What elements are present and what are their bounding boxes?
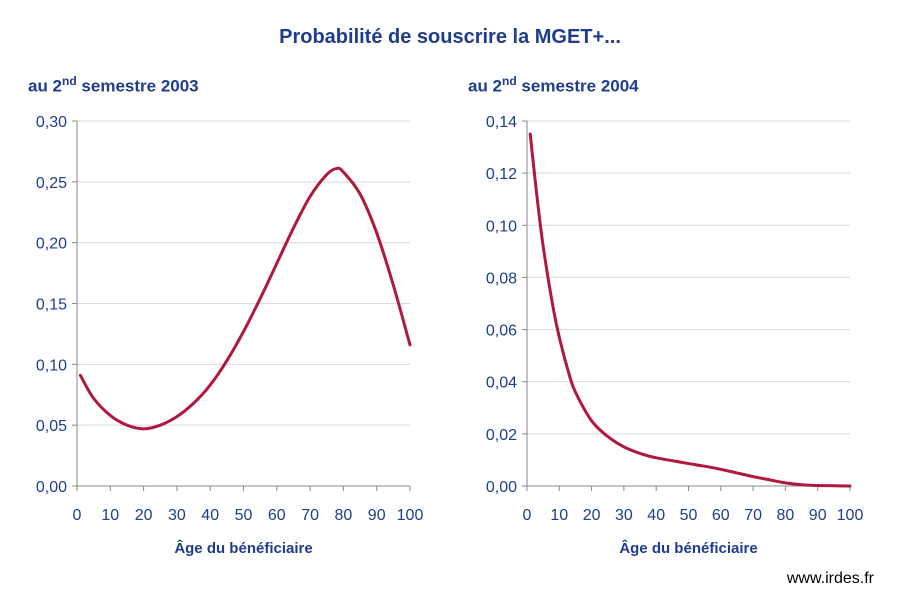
y-tick-label: 0,08 <box>486 270 517 287</box>
x-tick-label: 90 <box>809 507 827 524</box>
panel-title-2004: au 2nd semestre 2004 <box>468 74 639 96</box>
x-axis-title: Âge du bénéficiaire <box>619 539 757 557</box>
x-tick-label: 50 <box>680 507 698 524</box>
x-tick-label: 80 <box>777 507 795 524</box>
x-tick-label: 40 <box>201 507 219 524</box>
x-tick-label: 0 <box>73 507 82 524</box>
x-tick-label: 10 <box>550 507 568 524</box>
x-tick-label: 50 <box>235 507 253 524</box>
source-credit: www.irdes.fr <box>786 570 874 587</box>
series-line <box>78 166 412 431</box>
chart-main-title: Probabilité de souscrire la MGET+... <box>279 26 621 48</box>
y-tick-label: 0,00 <box>486 479 517 496</box>
x-tick-label: 100 <box>837 507 864 524</box>
x-tick-label: 70 <box>744 507 762 524</box>
y-tick-label: 0,04 <box>486 375 517 392</box>
x-tick-label: 70 <box>301 507 319 524</box>
x-tick-label: 90 <box>368 507 386 524</box>
y-tick-label: 0,10 <box>486 218 517 235</box>
x-tick-label: 60 <box>712 507 730 524</box>
series-line <box>528 132 852 488</box>
x-tick-label: 10 <box>101 507 119 524</box>
x-tick-label: 40 <box>647 507 665 524</box>
y-tick-label: 0,15 <box>36 297 67 314</box>
x-tick-label: 20 <box>583 507 601 524</box>
chart-panel-2004: 0,00 0,02 0,04 0,06 0,08 0,10 0,12 0,14 0 10 20 30 4… <box>486 114 864 557</box>
y-tick-label: 0,25 <box>36 175 67 192</box>
x-tick-label: 20 <box>135 507 153 524</box>
y-tick-label: 0,05 <box>36 418 67 435</box>
x-tick-label: 30 <box>615 507 633 524</box>
x-tick-label: 100 <box>397 507 424 524</box>
y-tick-label: 0,14 <box>486 114 517 131</box>
x-axis-title: Âge du bénéficiaire <box>174 539 312 557</box>
y-tick-label: 0,12 <box>486 166 517 183</box>
chart-panel-2003: 0,00 0,05 0,10 0,15 0,20 0,25 0,30 0 10 20 30 40 50 6… <box>36 114 424 557</box>
y-tick-label: 0,30 <box>36 114 67 131</box>
y-tick-label: 0,02 <box>486 427 517 444</box>
panel-title-2003: au 2nd semestre 2003 <box>28 74 199 96</box>
x-tick-label: 80 <box>335 507 353 524</box>
y-tick-label: 0,10 <box>36 357 67 374</box>
y-tick-label: 0,00 <box>36 479 67 496</box>
x-tick-label: 0 <box>523 507 532 524</box>
y-tick-label: 0,06 <box>486 323 517 340</box>
y-tick-label: 0,20 <box>36 236 67 253</box>
x-tick-label: 30 <box>168 507 186 524</box>
x-tick-label: 60 <box>268 507 286 524</box>
